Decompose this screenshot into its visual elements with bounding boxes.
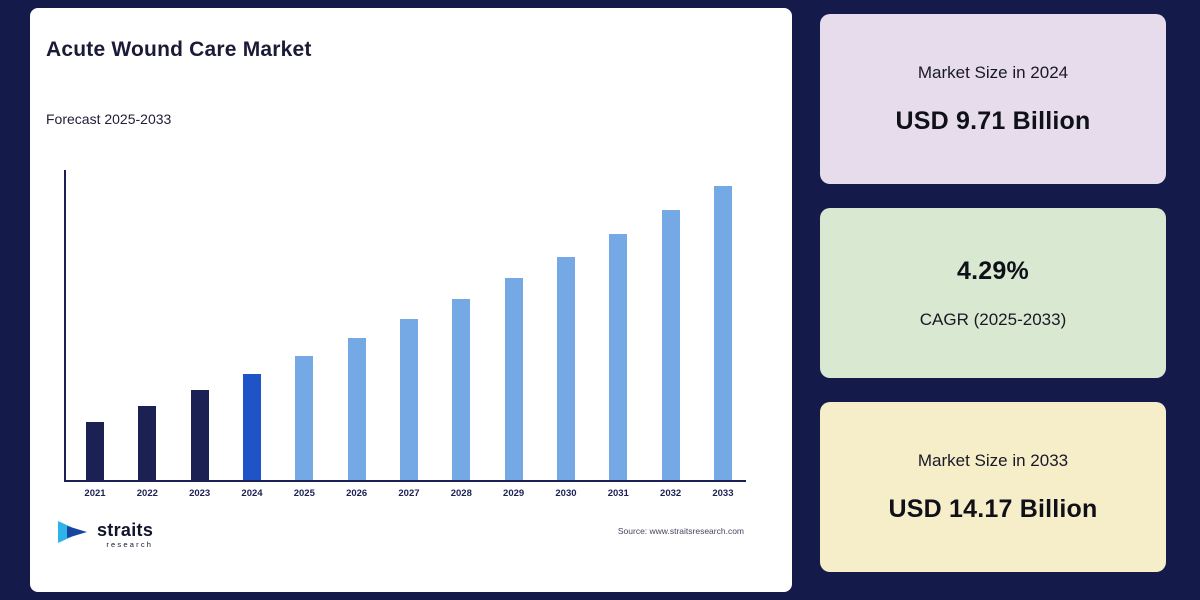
bar-2029 <box>504 278 523 480</box>
bar-2028 <box>452 299 471 480</box>
chart-panel: Acute Wound Care Market Forecast 2025-20… <box>30 8 792 592</box>
brand-logo-text: straits research <box>97 521 153 549</box>
bar-column: 2033 <box>712 186 734 499</box>
bar-2023 <box>190 390 209 480</box>
bar-column: 2032 <box>660 210 681 499</box>
stat-label: Market Size in 2024 <box>917 62 1069 82</box>
x-axis-label: 2033 <box>712 488 734 499</box>
stat-value: 4.29% <box>957 256 1029 285</box>
bar-2030 <box>556 257 575 480</box>
x-axis-label: 2027 <box>398 488 420 499</box>
bar-2024 <box>242 374 261 480</box>
source-note: Source: www.straitsresearch.com <box>617 526 744 536</box>
x-axis-label: 2030 <box>555 488 577 499</box>
stats-column: Market Size in 2024 USD 9.71 Billion 4.2… <box>820 14 1166 572</box>
bar-column: 2023 <box>189 390 210 499</box>
bar-column: 2021 <box>84 422 106 499</box>
bar-2031 <box>609 234 628 480</box>
stat-value: USD 14.17 Billion <box>888 494 1098 523</box>
stat-card-2024: Market Size in 2024 USD 9.71 Billion <box>820 14 1166 184</box>
bar-column: 2029 <box>503 278 524 499</box>
bar-2026 <box>347 338 366 480</box>
stat-value: USD 9.71 Billion <box>895 106 1091 135</box>
x-axis-label: 2026 <box>346 488 368 499</box>
x-axis-label: 2021 <box>84 488 106 499</box>
stat-card-cagr: 4.29% CAGR (2025-2033) <box>820 208 1166 378</box>
x-axis-label: 2032 <box>660 488 682 499</box>
stat-label: CAGR (2025-2033) <box>919 309 1067 329</box>
bar-chart: 2021 2022 2023 2024 2025 2026 2027 2028 2029 2030… <box>64 170 746 499</box>
straits-arrow-icon <box>58 519 90 550</box>
bar-2022 <box>138 406 157 480</box>
chart-subtitle: Forecast 2025-2033 <box>46 111 172 127</box>
bar-2025 <box>295 356 314 480</box>
brand-name: straits <box>97 519 154 540</box>
chart-title: Acute Wound Care Market <box>46 38 312 61</box>
bar-2033 <box>713 186 732 480</box>
brand-logo: straits research <box>58 519 153 550</box>
brand-subname: research <box>106 539 154 549</box>
bar-column: 2031 <box>608 234 629 499</box>
bar-column: 2022 <box>137 406 158 499</box>
bar-column: 2025 <box>294 356 315 499</box>
bar-column: 2026 <box>346 338 367 499</box>
bar-2032 <box>661 210 680 480</box>
x-axis-label: 2028 <box>450 488 472 499</box>
x-axis-label: 2031 <box>607 488 629 499</box>
bar-column: 2030 <box>555 257 577 499</box>
stat-card-2033: Market Size in 2033 USD 14.17 Billion <box>820 402 1166 572</box>
bar-column: 2024 <box>241 374 263 499</box>
stat-label: Market Size in 2033 <box>917 450 1069 470</box>
x-axis-label: 2022 <box>136 488 158 499</box>
x-axis-label: 2023 <box>189 488 211 499</box>
x-axis-label: 2025 <box>293 488 315 499</box>
bar-2021 <box>86 422 104 480</box>
bar-chart-area: 2021 2022 2023 2024 2025 2026 2027 2028 2029 2030… <box>64 170 746 499</box>
bar-2027 <box>399 319 418 480</box>
x-axis-label: 2029 <box>503 488 525 499</box>
bar-column: 2027 <box>398 319 420 499</box>
bar-column: 2028 <box>451 299 472 499</box>
x-axis-label: 2024 <box>241 488 263 499</box>
